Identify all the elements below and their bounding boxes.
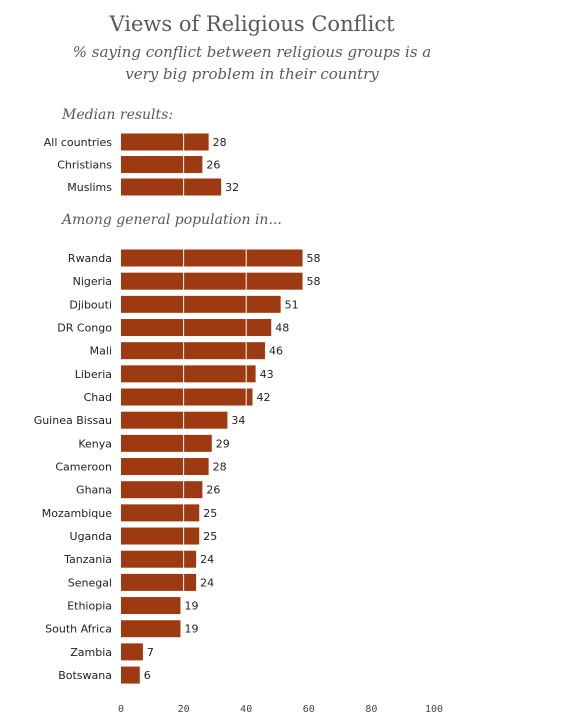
value-label: 25 [203,530,217,543]
group-label: Median results: [61,107,173,123]
plot-area: Median results: All countries 28 Christians… [34,107,443,715]
category-label: Botswana [58,669,112,682]
category-label: Rwanda [68,252,112,265]
category-label: DR Congo [57,322,112,335]
value-label: 28 [213,136,227,149]
bar [121,295,281,313]
x-tick-label: 80 [365,704,377,715]
bar [121,388,253,406]
value-label: 7 [147,646,154,659]
category-label: Guinea Bissau [34,414,112,427]
x-tick-label: 60 [303,704,315,715]
value-label: 28 [213,461,227,474]
chart-title: Views of Religious Conflict [108,12,395,36]
bar [121,434,212,452]
bar [121,527,200,545]
category-label: Ghana [76,484,112,497]
category-label: Liberia [75,368,112,381]
value-label: 29 [216,437,230,450]
value-label: 26 [206,159,220,172]
category-label: Zambia [70,646,112,659]
value-label: 26 [206,484,220,497]
value-label: 58 [307,275,321,288]
x-tick-label: 40 [240,704,252,715]
category-label: Tanzania [63,553,112,566]
chart-subtitle-line-2: very big problem in their country [125,65,379,83]
bar [121,504,200,522]
category-label: All countries [44,136,113,149]
category-label: Ethiopia [67,600,112,613]
bar [121,666,140,684]
bar [121,178,222,196]
value-label: 25 [203,507,217,520]
bar [121,597,181,615]
value-label: 6 [144,669,151,682]
category-label: Christians [57,159,112,172]
bar [121,249,303,267]
value-label: 19 [184,623,198,636]
value-label: 19 [184,600,198,613]
category-label: Mali [90,345,112,358]
bar [121,133,209,151]
bar [121,342,265,360]
value-label: 51 [285,298,299,311]
bar [121,411,228,429]
value-label: 42 [256,391,270,404]
category-label: Chad [84,391,112,404]
bar [121,550,197,568]
value-label: 34 [231,414,245,427]
bar [121,643,143,661]
category-label: Djibouti [69,298,112,311]
category-label: Kenya [78,437,112,450]
bar [121,272,303,290]
value-label: 43 [260,368,274,381]
value-label: 32 [225,181,239,194]
value-label: 46 [269,345,283,358]
value-label: 48 [275,322,289,335]
x-tick-label: 0 [118,704,124,715]
bar [121,573,197,591]
bar [121,156,203,173]
category-label: Muslims [67,181,112,194]
value-label: 24 [200,553,214,566]
bar [121,458,209,476]
value-label: 58 [307,252,321,265]
x-tick-label: 100 [425,704,443,715]
value-label: 24 [200,576,214,589]
x-tick-label: 20 [178,704,190,715]
group-label: Among general population in... [60,212,282,228]
bar [121,365,256,383]
category-label: Cameroon [55,461,112,474]
bar [121,319,272,337]
chart-subtitle-line-1: % saying conflict between religious grou… [73,43,432,61]
category-label: Uganda [70,530,112,543]
bar [121,620,181,638]
bar [121,481,203,499]
category-label: Senegal [68,576,112,589]
category-label: Nigeria [73,275,112,288]
category-label: Mozambique [42,507,112,520]
category-label: South Africa [45,623,112,636]
